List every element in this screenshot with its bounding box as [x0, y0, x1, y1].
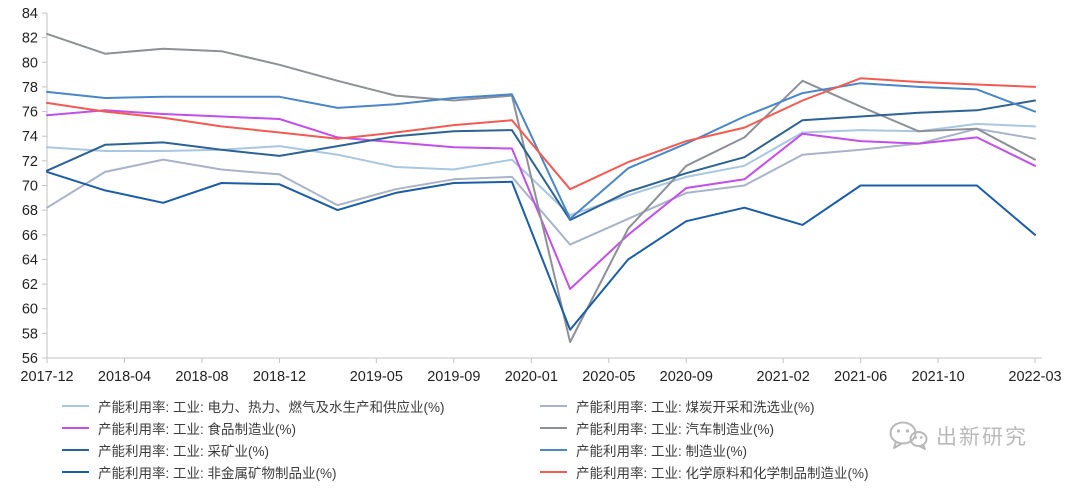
series-line-3 — [46, 32, 1036, 343]
x-tick-label: 2019-09 — [427, 369, 480, 385]
wechat-icon — [889, 421, 928, 450]
y-tick-label: 72 — [22, 154, 38, 170]
legend-item: 产能利用率: 工业: 煤炭开采和洗选业(%) — [540, 395, 869, 417]
series-line-6 — [46, 170, 1036, 331]
legend-swatch-line — [62, 405, 89, 407]
watermark-text: 出新研究 — [936, 426, 1028, 449]
legend-label: 产能利用率: 工业: 制造业(%) — [576, 444, 747, 459]
series-line-4 — [46, 99, 1036, 221]
y-tick-label: 76 — [22, 105, 38, 121]
legend-label: 产能利用率: 工业: 煤炭开采和洗选业(%) — [576, 400, 815, 415]
y-tick-label: 56 — [22, 351, 38, 367]
y-tick-label: 70 — [22, 179, 38, 195]
legend-label: 产能利用率: 工业: 汽车制造业(%) — [576, 422, 774, 437]
series-line-5 — [46, 82, 1036, 220]
legend-swatch-line — [540, 427, 567, 429]
watermark: 出新研究 — [888, 420, 1028, 452]
x-tick-label: 2018-12 — [253, 369, 306, 385]
y-tick-label: 58 — [22, 326, 38, 342]
legend-swatch-line — [540, 471, 567, 473]
x-tick-label: 2021-02 — [757, 369, 810, 385]
legend-column-right: 产能利用率: 工业: 煤炭开采和洗选业(%) 产能利用率: 工业: 汽车制造业(%… — [540, 395, 869, 483]
series-line-7 — [46, 77, 1036, 191]
legend-label: 产能利用率: 工业: 电力、热力、燃气及水生产和供应业(%) — [98, 400, 445, 415]
x-tick-label: 2020-05 — [582, 369, 635, 385]
y-tick-label: 78 — [22, 80, 38, 96]
legend-swatch-line — [62, 449, 89, 451]
x-tick-label: 2017-12 — [20, 369, 73, 385]
x-tick-label: 2022-03 — [1008, 369, 1061, 385]
legend-item: 产能利用率: 工业: 汽车制造业(%) — [540, 417, 869, 439]
x-tick-label: 2020-01 — [505, 369, 558, 385]
y-tick-label: 66 — [22, 228, 38, 244]
series-line-1 — [46, 127, 1036, 246]
legend-item: 产能利用率: 工业: 食品制造业(%) — [62, 417, 445, 439]
legend-swatch-line — [62, 427, 89, 429]
legend-label: 产能利用率: 工业: 非金属矿物制品业(%) — [98, 466, 337, 481]
legend-item: 产能利用率: 工业: 非金属矿物制品业(%) — [62, 461, 445, 483]
x-tick-label: 2019-05 — [350, 369, 403, 385]
legend-item: 产能利用率: 工业: 化学原料和化学制品制造业(%) — [540, 461, 869, 483]
y-tick-label: 82 — [22, 31, 38, 47]
legend-swatch-line — [540, 405, 567, 407]
legend-label: 产能利用率: 工业: 食品制造业(%) — [98, 422, 296, 437]
y-tick-label: 60 — [22, 302, 38, 318]
capacity-utilization-line-chart: 56 58 60 62 64 66 68 70 72 74 76 78 80 82 84 2017-12 201… — [20, 6, 1061, 385]
x-tick-label: 2020-09 — [660, 369, 713, 385]
y-tick-label: 68 — [22, 203, 38, 219]
x-tick-label: 2018-04 — [98, 369, 151, 385]
y-tick-label: 74 — [22, 129, 38, 145]
series-line-0 — [46, 122, 1036, 217]
legend-item: 产能利用率: 工业: 制造业(%) — [540, 439, 869, 461]
legend-label: 产能利用率: 工业: 采矿业(%) — [98, 444, 269, 459]
y-tick-label: 80 — [22, 55, 38, 71]
x-tick-label: 2021-10 — [912, 369, 965, 385]
legend-swatch-line — [62, 471, 89, 473]
series-line-2 — [46, 109, 1036, 290]
y-tick-label: 64 — [22, 252, 38, 268]
legend-item: 产能利用率: 工业: 电力、热力、燃气及水生产和供应业(%) — [62, 395, 445, 417]
y-tick-label: 84 — [22, 6, 38, 22]
x-tick-label: 2018-08 — [175, 369, 228, 385]
y-tick-label: 62 — [22, 277, 38, 293]
x-tick-label: 2021-06 — [834, 369, 887, 385]
legend-label: 产能利用率: 工业: 化学原料和化学制品制造业(%) — [576, 466, 869, 481]
legend-item: 产能利用率: 工业: 采矿业(%) — [62, 439, 445, 461]
legend-column-left: 产能利用率: 工业: 电力、热力、燃气及水生产和供应业(%) 产能利用率: 工业:… — [62, 395, 445, 483]
legend-swatch-line — [540, 449, 567, 451]
